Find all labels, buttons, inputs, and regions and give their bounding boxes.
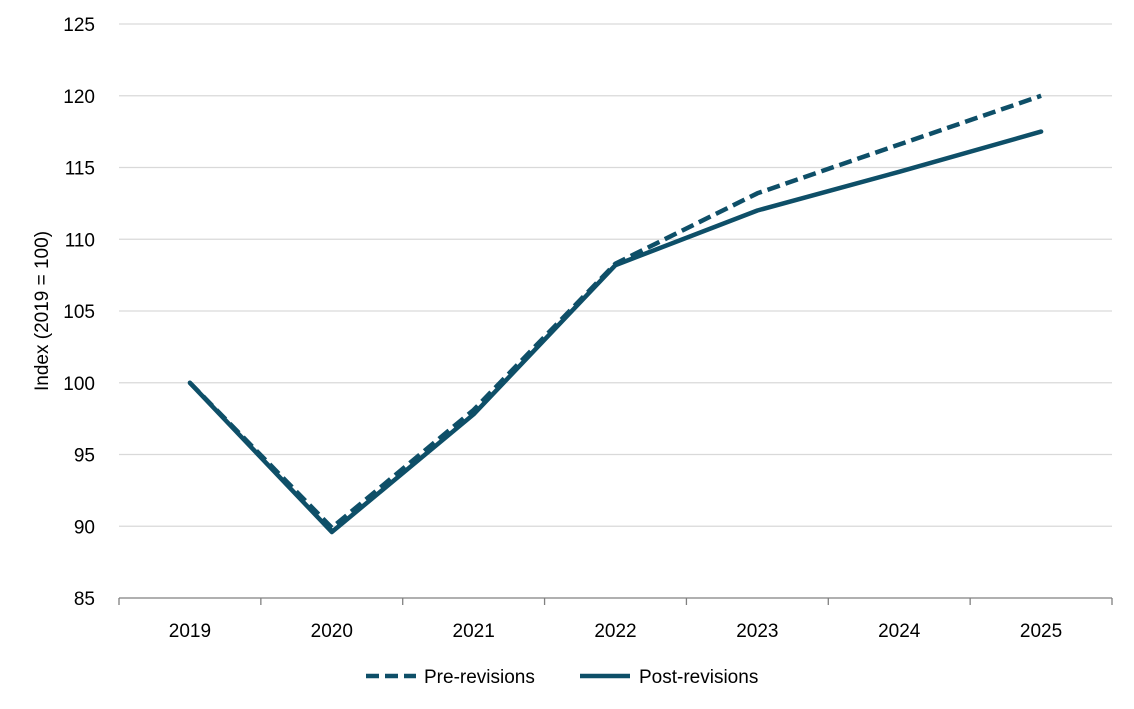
x-axis: [118, 597, 1113, 605]
x-tick-label: 2021: [453, 621, 495, 642]
y-tick-label: 120: [63, 87, 95, 108]
y-tick-label: 95: [74, 446, 95, 467]
y-tick-label: 125: [63, 15, 95, 36]
series-line-pre-revisions: [188, 93, 1042, 530]
y-axis-title: Index (2019 = 100): [32, 231, 53, 391]
legend-label: Pre-revisions: [424, 667, 535, 688]
legend: Pre-revisions Post-revisions: [366, 667, 758, 688]
y-tick-label: 110: [65, 230, 95, 251]
y-tick-label: 105: [63, 302, 95, 323]
x-tick-label: 2022: [594, 621, 636, 642]
series-lines: [187, 93, 1044, 535]
x-tick-label: 2023: [736, 621, 778, 642]
y-axis-tick-labels: 85 90 95 100 105 110 115 120 125: [63, 15, 95, 610]
y-tick-label: 100: [63, 374, 95, 395]
legend-label: Post-revisions: [639, 667, 758, 688]
x-tick-label: 2024: [878, 621, 921, 642]
x-axis-tick-labels: 2019 2020 2021 2022 2023 2024 2025: [169, 621, 1062, 642]
x-tick-label: 2025: [1020, 621, 1062, 642]
y-tick-label: 115: [65, 159, 95, 180]
x-tick-label: 2020: [311, 621, 353, 642]
x-tick-label: 2019: [169, 621, 211, 642]
y-tick-label: 85: [74, 589, 95, 610]
y-tick-label: 90: [74, 517, 95, 538]
series-line-post-revisions: [187, 129, 1044, 535]
gridlines: [119, 23, 1112, 527]
